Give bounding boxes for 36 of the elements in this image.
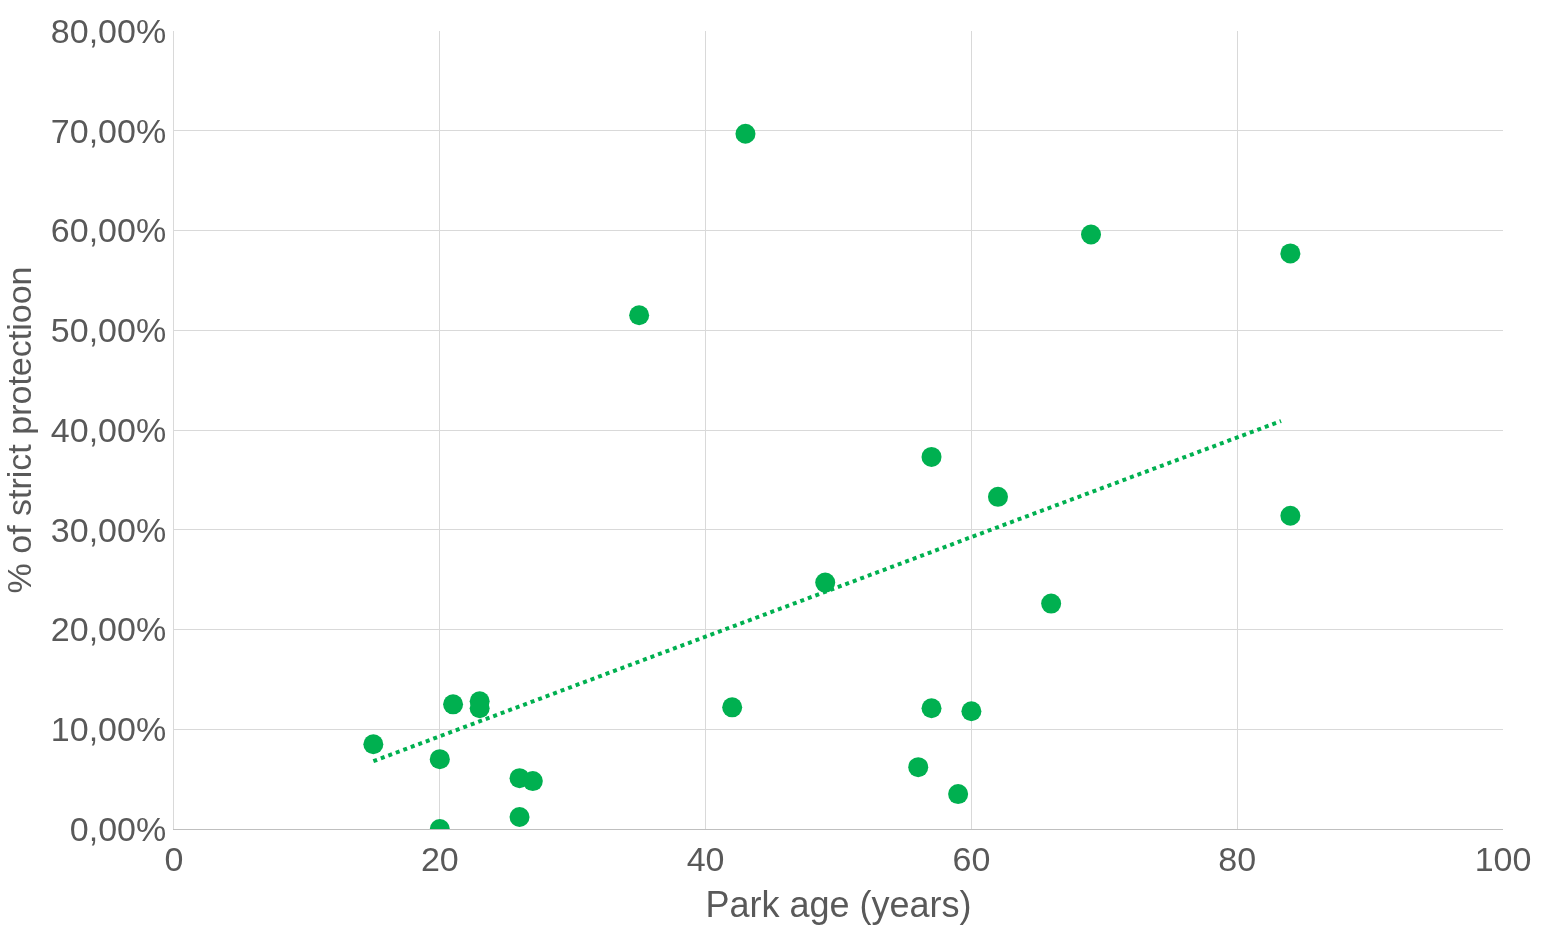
point — [363, 734, 384, 755]
point — [961, 701, 982, 722]
y-tick-label: 70,00% — [50, 111, 167, 150]
point — [908, 757, 929, 778]
point — [509, 807, 530, 828]
point — [1041, 593, 1062, 614]
point — [443, 694, 464, 715]
point — [1280, 505, 1301, 526]
point — [722, 697, 743, 718]
point — [629, 305, 650, 326]
y-tick-label: 50,00% — [50, 311, 167, 350]
x-tick-label: 40 — [686, 839, 725, 878]
y-tick-label: 40,00% — [50, 410, 167, 449]
x-tick-label: 100 — [1474, 839, 1532, 878]
x-tick-label: 0 — [164, 839, 184, 878]
x-tick-label: 20 — [420, 839, 459, 878]
point — [948, 784, 969, 805]
y-tick-label: 80,00% — [50, 11, 167, 50]
y-tick-label: 30,00% — [50, 510, 167, 549]
point — [921, 698, 942, 719]
x-tick-label: 60 — [952, 839, 991, 878]
point — [815, 572, 836, 593]
point — [522, 771, 543, 792]
point — [1280, 243, 1301, 264]
y-tick-label: 60,00% — [50, 211, 167, 250]
point — [1081, 224, 1102, 245]
point — [735, 123, 756, 144]
x-axis-title: Park age (years) — [705, 884, 972, 926]
y-tick-label: 10,00% — [50, 710, 167, 749]
point — [921, 446, 942, 467]
x-tick-label: 80 — [1218, 839, 1257, 878]
point — [429, 749, 450, 770]
y-tick-label: 20,00% — [50, 610, 167, 649]
y-tick-label: 0,00% — [69, 809, 167, 848]
y-axis-title: % of strict protectioon — [0, 266, 38, 594]
point — [987, 486, 1008, 507]
